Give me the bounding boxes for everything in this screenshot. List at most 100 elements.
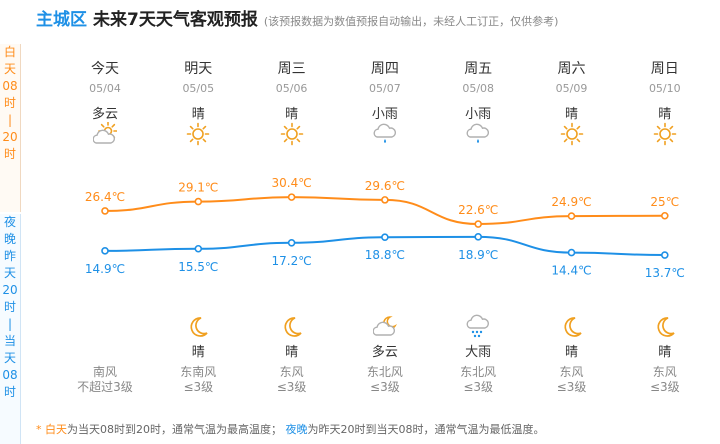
high-temp-point [381, 196, 389, 204]
day-date: 05/04 [89, 82, 121, 95]
low-temp-label: 17.2℃ [271, 254, 311, 268]
high-temp-label: 25℃ [650, 195, 679, 209]
side-char: 夜 [3, 215, 16, 229]
wind-level: ≤3级 [649, 380, 680, 394]
light-rain-icon [466, 123, 490, 143]
high-temp-point [660, 211, 669, 220]
wind-info: 东风 ≤3级 [620, 365, 710, 395]
day-weather: 小雨 [465, 107, 492, 122]
day-name: 今天 [91, 61, 119, 77]
side-char: 08 [2, 368, 18, 382]
low-temp-point [101, 247, 109, 255]
side-char: | [7, 317, 13, 331]
day-name: 周日 [650, 61, 679, 77]
low-temp-label: 14.9℃ [85, 262, 125, 276]
low-temp-point [660, 251, 669, 259]
day-weather: 多云 [91, 107, 118, 122]
high-temp-label: 29.1℃ [178, 181, 218, 195]
footer-day-text: 为当天08时到20时，通常气温为最高温度； [67, 423, 282, 436]
wind-level: 不超过3级 [77, 380, 133, 394]
side-char: 昨 [3, 249, 16, 263]
day-weather: 晴 [285, 107, 299, 122]
day-date: 05/10 [648, 82, 681, 95]
low-temp-point [287, 239, 296, 247]
cloudy-sun-icon [93, 122, 117, 144]
disclaimer-note: (该预报数据为数值预报自动输出，未经人工订正，仅供参考) [263, 15, 559, 28]
moon-icon [657, 317, 675, 337]
cloudy-moon-icon [372, 316, 397, 336]
night-weather: 晴 [658, 345, 672, 360]
high-temp-point [194, 197, 203, 206]
footer-night-label: 夜晚 [285, 423, 308, 436]
side-char: 天 [3, 266, 16, 280]
low-temp-label: 15.5℃ [178, 260, 218, 274]
night-weather: 多云 [371, 345, 398, 360]
side-char: 时 [3, 300, 16, 314]
heavy-rain-icon [466, 314, 490, 338]
high-temp-label: 30.4℃ [271, 176, 311, 190]
side-char: 白 [3, 45, 16, 59]
high-temp-label: 26.4℃ [85, 190, 125, 204]
wind-info: 东风 ≤3级 [247, 365, 337, 395]
side-char: 08 [2, 79, 18, 93]
footer-day-label: 白天 [45, 423, 67, 436]
day-date: 05/05 [182, 82, 215, 95]
page-title: 未来7天天气客观预报 [93, 10, 258, 30]
low-temp-label: 18.9℃ [458, 248, 498, 262]
day-date: 05/07 [369, 82, 401, 95]
light-rain-icon [373, 123, 396, 143]
wind-direction: 东南风 [180, 365, 217, 379]
day-name: 周六 [557, 61, 586, 77]
side-char: 时 [3, 385, 16, 399]
side-label-night: 夜晚昨天 20 时 | 当天 08 时 [0, 214, 21, 444]
low-temp-point [474, 233, 483, 241]
wind-level: ≤3级 [370, 380, 400, 394]
wind-info: 东风 ≤3级 [527, 365, 617, 395]
sun-icon [560, 122, 583, 146]
side-char: 天 [3, 62, 16, 76]
day-weather: 晴 [564, 107, 578, 122]
day-date: 05/09 [555, 82, 588, 95]
footer-star: * [36, 423, 42, 436]
wind-direction: 东风 [279, 365, 304, 379]
side-label-day: 白天 08 时 | 20 时 [0, 44, 21, 212]
sun-icon [280, 122, 303, 146]
district-name: 主城区 [36, 10, 87, 30]
moon-icon [563, 317, 582, 337]
high-temp-point [101, 207, 109, 215]
footer-night-text: 为昨天20时到当天08时，通常气温为最低温度。 [307, 423, 545, 436]
low-temp-label: 13.7℃ [645, 266, 685, 280]
day-name: 周四 [370, 61, 399, 77]
wind-level: ≤3级 [556, 380, 587, 394]
moon-icon [284, 317, 302, 337]
low-temp-label: 18.8℃ [365, 248, 405, 262]
sun-icon [653, 122, 677, 146]
side-char: 当 [3, 334, 16, 348]
high-temp-point [567, 212, 576, 220]
wind-level: ≤3级 [463, 380, 494, 394]
night-weather: 晴 [564, 345, 578, 360]
moon-icon [190, 317, 208, 337]
low-temp-point [567, 248, 576, 257]
wind-info: 南风 不超过3级 [60, 365, 150, 395]
day-weather: 晴 [658, 107, 672, 122]
footer-note: * 白天为当天08时到20时，通常气温为最高温度； 夜晚为昨天20时到当天08时… [36, 421, 545, 437]
low-temp-point [381, 233, 389, 241]
night-weather: 晴 [285, 345, 299, 360]
day-weather: 晴 [191, 107, 205, 122]
side-char: 时 [3, 96, 16, 110]
side-char: 天 [3, 351, 16, 365]
side-char: 20 [2, 130, 18, 144]
wind-level: ≤3级 [183, 380, 214, 394]
high-temp-label: 22.6℃ [458, 203, 498, 217]
side-char: 时 [3, 147, 16, 161]
side-char: 20 [2, 283, 18, 297]
wind-direction: 东风 [652, 365, 677, 379]
night-weather: 晴 [191, 345, 205, 360]
night-weather: 大雨 [465, 345, 492, 360]
low-temp-point [194, 244, 203, 253]
day-name: 周三 [277, 61, 306, 77]
side-char: | [7, 113, 13, 127]
wind-direction: 东北风 [460, 365, 497, 379]
